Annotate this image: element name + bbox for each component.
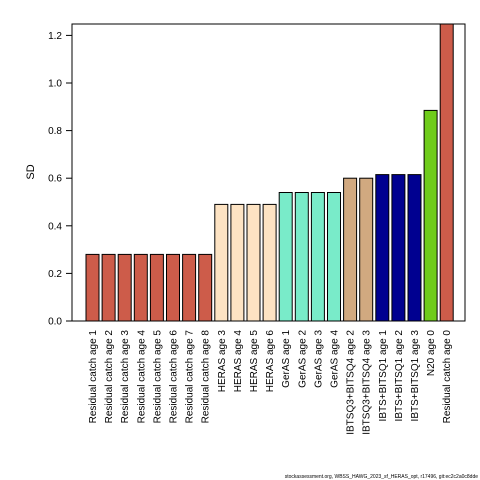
x-tick-label: Residual catch age 6 xyxy=(169,330,180,424)
x-tick-label: GerAS age 2 xyxy=(297,330,308,388)
bar xyxy=(149,253,164,322)
y-tick-label: 0.0 xyxy=(48,317,62,328)
x-tick-label: IBTSQ3+BITSQ4 age 3 xyxy=(362,330,373,435)
x-tick-label: N20 age 0 xyxy=(426,330,437,377)
x-tick-label: Residual catch age 5 xyxy=(152,330,163,424)
bar xyxy=(310,192,325,322)
x-tick-label: GerAS age 4 xyxy=(330,330,341,388)
bar xyxy=(343,177,358,322)
bar xyxy=(359,177,374,322)
x-tick-label: Residual catch age 8 xyxy=(201,330,212,424)
y-tick-label: 0.2 xyxy=(48,269,62,280)
x-tick-label: GerAS age 3 xyxy=(313,330,324,388)
bar xyxy=(133,253,148,322)
x-tick-label: HERAS age 5 xyxy=(249,330,260,393)
x-tick-label: Residual catch age 7 xyxy=(185,330,196,424)
x-tick-label: Residual catch age 3 xyxy=(120,330,131,424)
bar xyxy=(327,192,341,322)
bar xyxy=(182,253,197,322)
x-axis-labels: Residual catch age 1 Residual catch age 2… xyxy=(88,330,453,435)
bar xyxy=(101,253,116,322)
x-tick-label: Residual catch age 0 xyxy=(442,330,453,424)
bar xyxy=(439,23,454,322)
bar xyxy=(230,203,245,322)
x-tick-label: IBTSQ3+BITSQ4 age 2 xyxy=(346,330,357,435)
y-tick-label: 0.4 xyxy=(48,221,62,232)
bar xyxy=(166,253,180,322)
footer-text: stockassessment.org, WBSS_HAWG_2023_sf_H… xyxy=(285,474,478,480)
bar xyxy=(375,174,390,322)
bar xyxy=(214,203,229,322)
y-tick-label: 1.2 xyxy=(48,31,62,42)
bar xyxy=(85,253,100,322)
x-tick-label: Residual catch age 4 xyxy=(136,330,147,424)
y-tick-label: 0.6 xyxy=(48,174,62,185)
bar xyxy=(198,253,213,322)
y-tick-label: 1.0 xyxy=(48,79,62,90)
x-tick-label: HERAS age 3 xyxy=(217,330,228,393)
x-tick-label: GerAS age 1 xyxy=(281,330,292,388)
bar xyxy=(423,109,438,322)
y-axis-title: SD xyxy=(25,164,37,179)
x-tick-label: HERAS age 4 xyxy=(233,330,244,393)
x-tick-label: HERAS age 6 xyxy=(265,330,276,393)
bar-group xyxy=(85,23,454,322)
x-tick-label: IBTS+BITSQ1 age 3 xyxy=(410,330,421,422)
bar xyxy=(117,253,132,322)
bar xyxy=(262,203,277,322)
bar xyxy=(294,192,309,322)
x-tick-label: IBTS+BITSQ1 age 1 xyxy=(378,330,389,422)
x-tick-label: Residual catch age 2 xyxy=(104,330,115,424)
x-tick-label: Residual catch age 1 xyxy=(88,330,99,424)
bar xyxy=(407,174,422,322)
y-axis: 0.0 0.2 0.4 0.6 0.8 1.0 1.2 xyxy=(48,31,73,328)
bar xyxy=(391,174,406,322)
x-tick-label: IBTS+BITSQ1 age 2 xyxy=(394,330,405,422)
bar xyxy=(278,192,293,322)
bar xyxy=(246,203,261,322)
y-tick-label: 0.8 xyxy=(48,126,62,137)
